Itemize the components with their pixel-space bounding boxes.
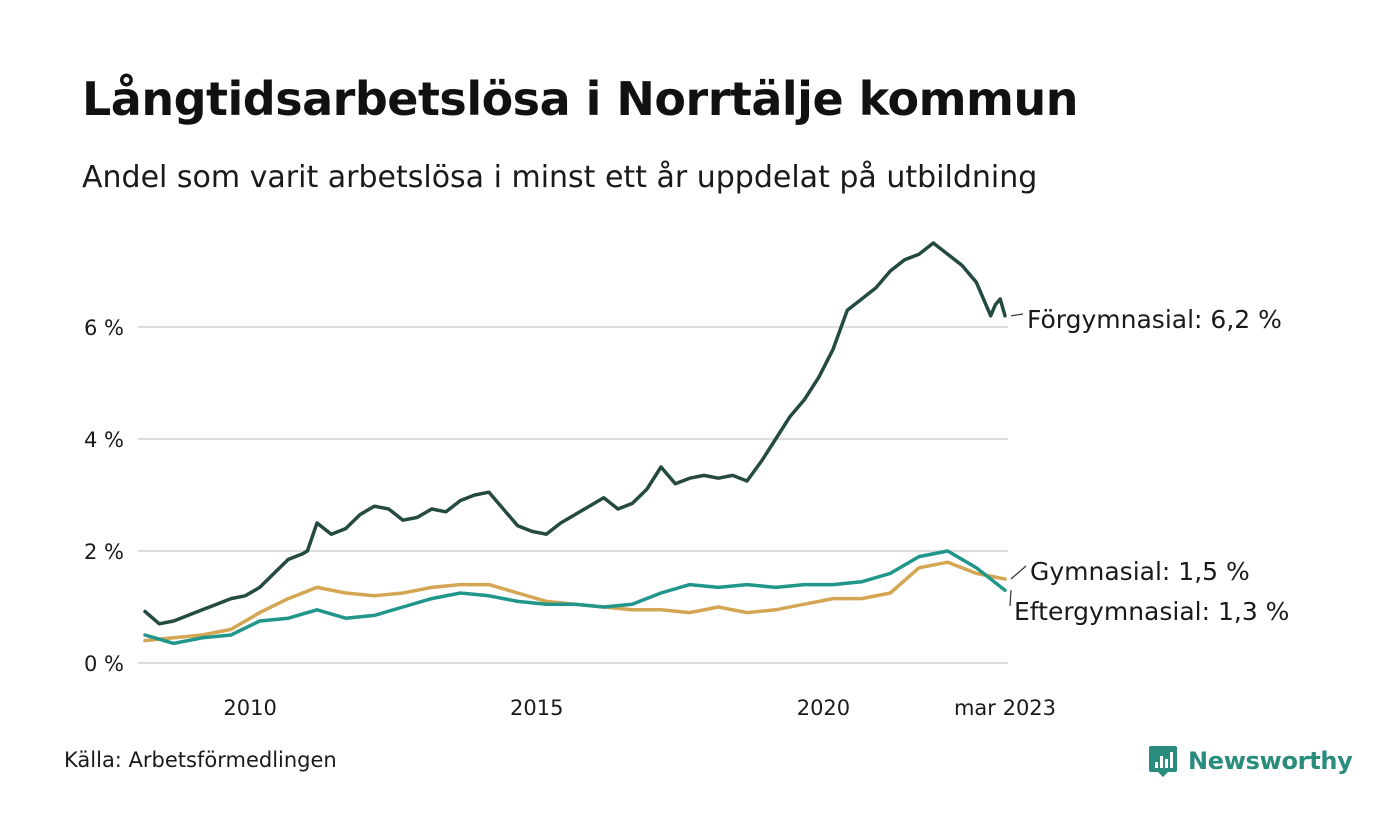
label-leader-line	[1010, 565, 1027, 580]
x-tick-label: 2010	[223, 696, 276, 720]
y-tick-label: 4 %	[84, 428, 124, 452]
x-axis-ticks: 2010 2015 2020 mar 2023	[223, 696, 1056, 720]
line-chart: 0 % 2 % 4 % 6 % 2010 2015 2020 mar 2023 Förgym…	[84, 241, 1289, 720]
series-end-label-förgymnasial: Förgymnasial: 6,2 %	[1027, 305, 1282, 334]
series-line-eftergymnasial	[143, 549, 1007, 646]
series-line-förgymnasial	[143, 241, 1007, 626]
y-tick-label: 2 %	[84, 540, 124, 564]
label-leader-line	[1010, 313, 1024, 317]
series-end-label-eftergymnasial: Eftergymnasial: 1,3 %	[1014, 597, 1289, 626]
newsworthy-logo-icon	[1149, 746, 1177, 777]
y-tick-label: 0 %	[84, 652, 124, 676]
x-tick-label: 2015	[510, 696, 563, 720]
series-lines	[143, 241, 1007, 646]
label-leader-line	[1009, 590, 1012, 607]
chart-subtitle: Andel som varit arbetslösa i minst ett å…	[82, 160, 1038, 195]
chart-title: Långtidsarbetslösa i Norrtälje kommun	[82, 72, 1078, 126]
y-tick-label: 6 %	[84, 316, 124, 340]
source-note: Källa: Arbetsförmedlingen	[64, 748, 337, 772]
x-tick-label: 2020	[797, 696, 850, 720]
series-end-label-gymnasial: Gymnasial: 1,5 %	[1030, 557, 1250, 586]
x-tick-label: mar 2023	[954, 696, 1056, 720]
y-axis-ticks: 0 % 2 % 4 % 6 %	[84, 316, 124, 676]
brand-name: Newsworthy	[1188, 747, 1353, 775]
grid-lines	[138, 326, 1008, 664]
series-labels: Förgymnasial: 6,2 % Gymnasial: 1,5 % Efter…	[1009, 305, 1289, 626]
brand-logo: Newsworthy	[1148, 744, 1353, 778]
